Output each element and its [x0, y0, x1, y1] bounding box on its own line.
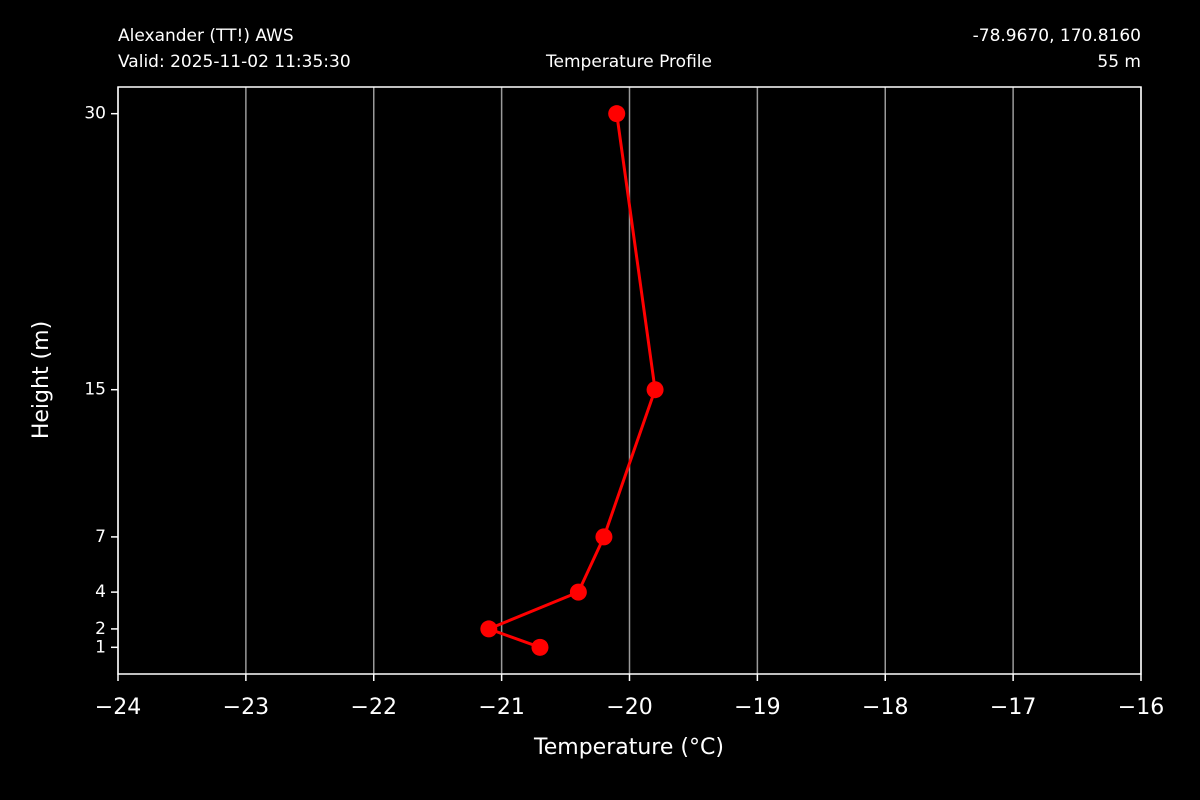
data-point: [608, 105, 626, 123]
x-tick-label: −18: [862, 695, 908, 720]
y-tick-label: 4: [95, 582, 106, 602]
profile-line: [484, 113, 657, 649]
x-tick-label: −23: [223, 695, 269, 720]
x-axis-label: Temperature (°C): [533, 735, 724, 760]
plot-frame: [117, 86, 1142, 675]
x-tick-label: −20: [606, 695, 652, 720]
y-tick-label: 30: [84, 104, 106, 124]
station-name: Alexander (TT!) AWS: [118, 26, 294, 46]
valid-time: Valid: 2025-11-02 11:35:30: [118, 52, 351, 72]
data-point: [595, 528, 613, 546]
y-tick-label: 7: [95, 527, 106, 547]
y-axis-label: Height (m): [29, 321, 54, 439]
elevation: 55 m: [1097, 52, 1141, 72]
x-tick-label: −17: [990, 695, 1036, 720]
data-point: [480, 620, 498, 638]
x-tick-label: −21: [478, 695, 524, 720]
data-point: [531, 638, 549, 656]
chart-title: Temperature Profile: [545, 52, 712, 72]
coordinates: -78.9670, 170.8160: [973, 26, 1141, 46]
y-tick-label: 15: [84, 380, 106, 400]
data-point: [569, 583, 587, 601]
x-tick-label: −19: [734, 695, 780, 720]
x-tick-label: −24: [95, 695, 141, 720]
x-tick-label: −22: [351, 695, 397, 720]
data-point: [646, 381, 664, 399]
y-tick-label: 2: [95, 619, 106, 639]
x-tick-label: −16: [1118, 695, 1164, 720]
y-tick-label: 1: [95, 637, 106, 657]
